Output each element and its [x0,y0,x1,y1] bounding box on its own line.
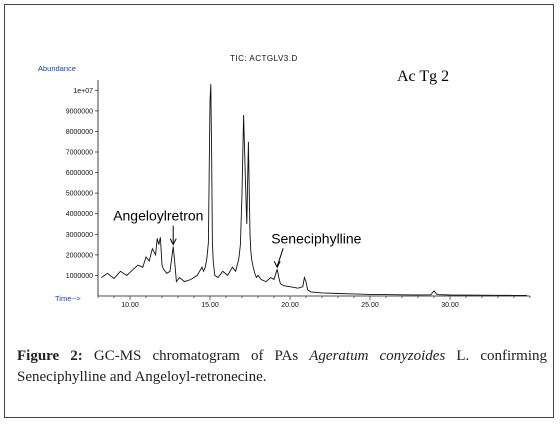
peak-arrow [276,248,284,267]
caption-text-post: L. confirming Seneciphylline and Angeloy… [17,348,547,385]
caption-label: Figure 2 [17,348,78,364]
chart-title: TIC: ACTGLV3.D [230,54,298,63]
y-axis-label: Abundance [38,64,76,73]
peak-annotation-label: Angeloylretron [113,208,203,224]
y-tick-label: 3000000 [66,232,93,239]
y-tick-label: 9000000 [66,108,93,115]
y-tick-label: 4000000 [66,211,93,218]
y-tick-label: 2000000 [66,252,93,259]
x-tick-label: 20.00 [281,302,299,309]
y-tick-label: 1e+07 [73,88,93,95]
figure-caption: Figure 2: GC-MS chromatogram of PAs Ager… [17,346,547,388]
y-tick-label: 6000000 [66,170,93,177]
y-tick-label: 1000000 [66,273,93,280]
x-tick-label: 10.00 [121,302,139,309]
peak-arrow-head [169,238,177,246]
peak-annotation-label: Seneciphylline [271,230,361,246]
x-axis-label: Time--> [55,294,81,303]
sample-label: Ac Tg 2 [397,68,450,85]
y-tick-label: 7000000 [66,150,93,157]
tic-trace [100,84,527,296]
y-tick-label: 8000000 [66,129,93,136]
x-tick-label: 25.00 [361,302,379,309]
x-tick-label: 30.00 [441,302,459,309]
caption-text-pre: GC-MS chromatogram of PAs [82,348,310,364]
y-tick-label: 5000000 [66,191,93,198]
figure-frame [4,4,554,418]
x-tick-label: 15.00 [201,302,219,309]
peak-arrow-head [273,261,281,269]
caption-species: Ageratum conyzoides [309,348,446,364]
caption-separator: : [77,348,83,364]
